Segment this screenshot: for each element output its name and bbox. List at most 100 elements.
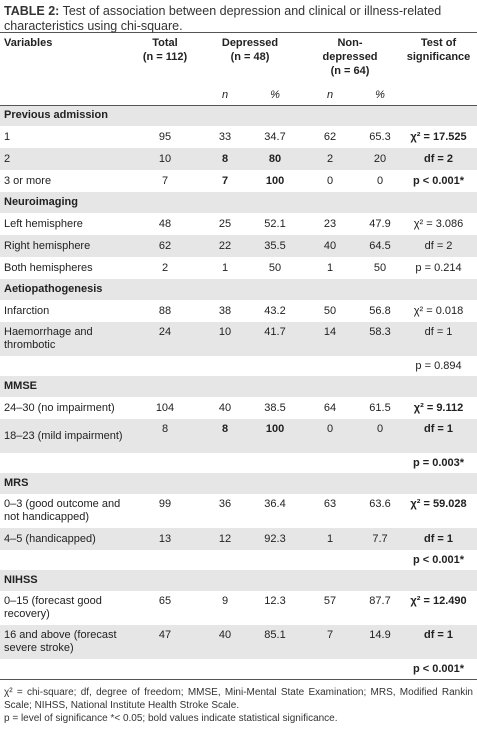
cell-value: 36.4 xyxy=(264,498,286,510)
cell-value: 1 xyxy=(326,532,334,545)
row-label: 18–23 (mild impairment) xyxy=(4,429,123,442)
cell-value: 41.7 xyxy=(264,326,286,338)
cell-value xyxy=(360,453,400,473)
span: (n = 48) xyxy=(230,51,270,63)
row-label: 16 and above (forecast severe stroke) xyxy=(4,629,117,654)
data-row: p < 0.001* xyxy=(0,659,477,679)
cell-value: 100 xyxy=(265,174,285,187)
test-stat: χ² = 0.018 xyxy=(413,304,464,317)
cell-value: 2 xyxy=(161,261,169,274)
table-body: Previous admission 1 95 33 34.7 62 65.3 χ² = 17… xyxy=(0,105,477,679)
cell-value: 8 xyxy=(161,423,169,435)
cell-value: 87.7 xyxy=(369,595,391,607)
cell-value: 92.3 xyxy=(264,532,286,545)
data-row: 2 10 8 80 2 20 df = 2 xyxy=(0,148,477,170)
cell-value: 24 xyxy=(158,326,172,338)
test-stat: df = 2 xyxy=(424,239,453,252)
p: χ² = chi-square; df, degree of freedom; … xyxy=(4,686,473,711)
cell-value: 14.9 xyxy=(369,629,391,641)
data-row: 16 and above (forecast severe stroke) 47 4… xyxy=(0,625,477,659)
tr: n% n% xyxy=(0,85,477,105)
cell-value: 9 xyxy=(221,595,229,607)
cell-value xyxy=(130,550,200,570)
cell-value xyxy=(300,550,360,570)
data-row: Left hemisphere 48 25 52.1 23 47.9 χ² = 3.086 xyxy=(0,213,477,235)
cell-value xyxy=(360,659,400,679)
span: Non- xyxy=(337,37,363,49)
cell-value: 40 xyxy=(218,629,232,641)
row-label: Haemorrhage and thrombotic xyxy=(4,326,93,351)
cell-value: 64.5 xyxy=(369,239,391,252)
section-title: Aetiopathogenesis xyxy=(4,283,103,295)
cell-value: 12.3 xyxy=(264,595,286,607)
data-row: Right hemisphere 62 22 35.5 40 64.5 df = 2 xyxy=(0,235,477,257)
thead: Variables Total (n = 112) Depressed (n = 4… xyxy=(0,33,477,105)
cell-value: 14 xyxy=(323,326,337,338)
data-row: p = 0.894 xyxy=(0,356,477,376)
cell-value: 36 xyxy=(218,498,232,510)
cell-value xyxy=(360,550,400,570)
cell-value: 0 xyxy=(376,174,384,187)
row-label xyxy=(0,659,130,679)
test-stat: χ² = 3.086 xyxy=(413,217,464,230)
span: Depressed xyxy=(221,37,279,49)
cell-value: 1 xyxy=(326,261,334,274)
data-row: Infarction 88 38 43.2 50 56.8 χ² = 0.018 xyxy=(0,300,477,322)
cell-value: 52.1 xyxy=(264,217,286,230)
cell-value: 38.5 xyxy=(264,401,286,414)
span: depressed xyxy=(322,51,378,63)
test-stat: χ² = 59.028 xyxy=(410,498,467,510)
cell-value: 47.9 xyxy=(369,217,391,230)
data-table: Variables Total (n = 112) Depressed (n = 4… xyxy=(0,33,477,680)
cell-value: 10 xyxy=(218,326,232,338)
data-row: 1 95 33 34.7 62 65.3 χ² = 17.525 xyxy=(0,126,477,148)
cell-value xyxy=(250,356,300,376)
cell-value: 95 xyxy=(158,130,172,143)
cell-value: 12 xyxy=(218,532,232,545)
span: significance xyxy=(406,51,471,63)
cell-value: 43.2 xyxy=(264,304,286,317)
row-label xyxy=(0,550,130,570)
cell-value: 0 xyxy=(376,423,384,435)
span: (n = 112) xyxy=(142,51,188,63)
cell-value: 1 xyxy=(221,261,229,274)
cell-value xyxy=(200,453,250,473)
section-title: MMSE xyxy=(4,380,37,392)
row-label: 1 xyxy=(4,130,11,143)
cell-value: 7 xyxy=(161,174,169,187)
cell-value: 80 xyxy=(268,152,282,165)
cell-value xyxy=(300,659,360,679)
column-header xyxy=(130,85,200,105)
test-stat: p = 0.003* xyxy=(412,457,465,469)
test-stat: df = 2 xyxy=(423,152,454,165)
column-header xyxy=(400,85,477,105)
cell-value: 50 xyxy=(323,304,337,317)
cell-value: 61.5 xyxy=(369,401,391,414)
row-label xyxy=(0,356,130,376)
caption-label: TABLE 2: xyxy=(4,4,60,18)
cell-value: 2 xyxy=(326,152,334,165)
cell-value: 0 xyxy=(326,174,334,187)
cell-value: 64 xyxy=(323,401,337,414)
section-row: MMSE xyxy=(0,376,477,397)
cell-value: 7 xyxy=(326,629,334,641)
cell-value xyxy=(300,356,360,376)
data-row: p = 0.003* xyxy=(0,453,477,473)
cell-value: 20 xyxy=(373,152,387,165)
cell-value: 13 xyxy=(158,532,172,545)
row-label xyxy=(0,453,130,473)
cell-value: 47 xyxy=(158,629,172,641)
cell-value: 7.7 xyxy=(372,532,388,545)
test-stat: p = 0.214 xyxy=(415,261,462,274)
span: Total xyxy=(152,37,178,49)
cell-value xyxy=(130,659,200,679)
test-stat: p < 0.001* xyxy=(412,554,465,566)
cell-value xyxy=(250,659,300,679)
cell-value: 23 xyxy=(323,217,337,230)
column-header: n xyxy=(326,88,334,101)
test-stat: χ² = 9.112 xyxy=(413,401,464,414)
cell-value: 40 xyxy=(218,401,232,414)
section-row: Aetiopathogenesis xyxy=(0,279,477,300)
